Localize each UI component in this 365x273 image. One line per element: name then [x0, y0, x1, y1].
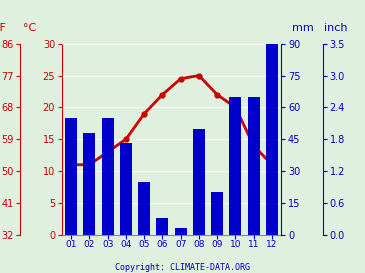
Text: °F: °F — [0, 23, 6, 33]
Bar — [65, 118, 77, 235]
Bar — [102, 118, 114, 235]
Bar — [266, 44, 278, 235]
Bar — [175, 229, 187, 235]
Bar — [84, 133, 95, 235]
Bar — [230, 97, 241, 235]
Bar — [211, 192, 223, 235]
Text: °C: °C — [23, 23, 36, 33]
Bar — [193, 129, 205, 235]
Text: mm: mm — [292, 23, 314, 33]
Text: inch: inch — [324, 23, 347, 33]
Bar — [157, 218, 168, 235]
Text: Copyright: CLIMATE-DATA.ORG: Copyright: CLIMATE-DATA.ORG — [115, 263, 250, 272]
Bar — [138, 182, 150, 235]
Bar — [120, 144, 132, 235]
Bar — [248, 97, 260, 235]
